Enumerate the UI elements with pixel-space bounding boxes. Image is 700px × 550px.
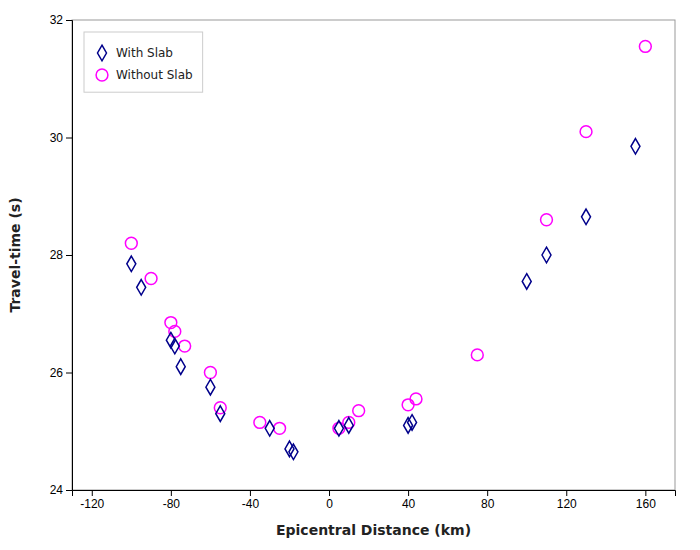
x-tick-label: 0 (326, 497, 333, 511)
points (125, 41, 651, 460)
x-tick-label: 160 (636, 497, 656, 511)
point (265, 421, 274, 437)
x-axis-line (73, 491, 676, 497)
y-tick-label: 30 (50, 131, 64, 145)
y-axis-title: Travel-time (s) (7, 197, 23, 312)
point (179, 340, 191, 352)
y-tick: 28 (50, 248, 72, 262)
point (285, 441, 294, 457)
y-tick: 30 (50, 131, 72, 145)
y-tick: 26 (50, 366, 72, 380)
series (125, 41, 651, 435)
x-tick-mark (329, 490, 330, 496)
x-tick-label: 80 (481, 497, 495, 511)
point (580, 126, 592, 138)
point (410, 393, 422, 405)
legend-box (84, 32, 203, 92)
legend-item: With Slab (98, 45, 173, 61)
y-tick-mark (66, 255, 72, 256)
x-tick-label: -120 (80, 497, 104, 511)
y-tick-label: 26 (50, 366, 64, 380)
x-tick: 40 (402, 490, 416, 511)
x-tick-mark (171, 490, 172, 496)
legend-label: Without Slab (116, 68, 193, 82)
series (127, 139, 640, 460)
x-tick-label: 40 (402, 497, 416, 511)
point (631, 139, 640, 155)
x-tick-mark (250, 490, 251, 496)
y-tick-mark (66, 138, 72, 139)
x-tick-label: -80 (163, 497, 181, 511)
point (344, 418, 353, 434)
point (206, 379, 215, 395)
point (541, 214, 553, 226)
point (170, 338, 179, 354)
point (582, 209, 591, 225)
point (254, 417, 266, 429)
point (639, 41, 651, 53)
x-tick-mark (645, 490, 646, 496)
y-tick-label: 28 (50, 248, 64, 262)
y-tick: 24 (50, 483, 72, 497)
legend-item: Without Slab (96, 68, 193, 82)
x-tick: -120 (80, 490, 104, 511)
point (137, 280, 146, 296)
point (145, 273, 157, 285)
y-tick-mark (66, 373, 72, 374)
x-tick-label: 120 (557, 497, 577, 511)
y-axis-line (66, 21, 73, 491)
point (176, 359, 185, 375)
x-axis-title: Epicentral Distance (km) (276, 522, 471, 538)
point (522, 274, 531, 290)
point (274, 422, 286, 434)
y-axis: 24 26 28 30 32 (50, 13, 73, 497)
point (334, 421, 343, 437)
x-axis: -120 -80 -40 0 40 80 120 160 (73, 490, 676, 511)
point (125, 237, 137, 249)
point (204, 367, 216, 379)
x-tick: 120 (557, 490, 577, 511)
legend-symbol (96, 69, 108, 81)
chart: -120 -80 -40 0 40 80 120 160 24 26 28 30 32 With Slab… (0, 0, 700, 550)
x-tick-label: -40 (242, 497, 260, 511)
plot-frame (72, 20, 675, 490)
x-tick: -40 (242, 490, 260, 511)
x-tick: 0 (326, 490, 333, 511)
point (542, 247, 551, 263)
x-tick: -80 (163, 490, 181, 511)
x-tick: 80 (481, 490, 495, 511)
point (127, 256, 136, 272)
legend-symbol (98, 45, 107, 61)
y-tick-label: 32 (50, 13, 64, 27)
legend: With Slab Without Slab (84, 32, 203, 92)
x-tick-mark (408, 490, 409, 496)
legend-label: With Slab (116, 46, 173, 60)
point (408, 415, 417, 431)
point (404, 418, 413, 434)
point (289, 444, 298, 460)
point (216, 406, 225, 422)
point (402, 399, 414, 411)
plot-area: -120 -80 -40 0 40 80 120 160 24 26 28 30 32 With Slab… (50, 13, 676, 510)
y-tick-mark (66, 20, 72, 21)
y-tick: 32 (50, 13, 72, 27)
y-tick-mark (66, 490, 72, 491)
x-tick-mark (566, 490, 567, 496)
x-tick-mark (487, 490, 488, 496)
point (471, 349, 483, 361)
point (353, 405, 365, 417)
y-tick-label: 24 (50, 483, 64, 497)
x-tick-mark (92, 490, 93, 496)
x-tick: 160 (636, 490, 656, 511)
